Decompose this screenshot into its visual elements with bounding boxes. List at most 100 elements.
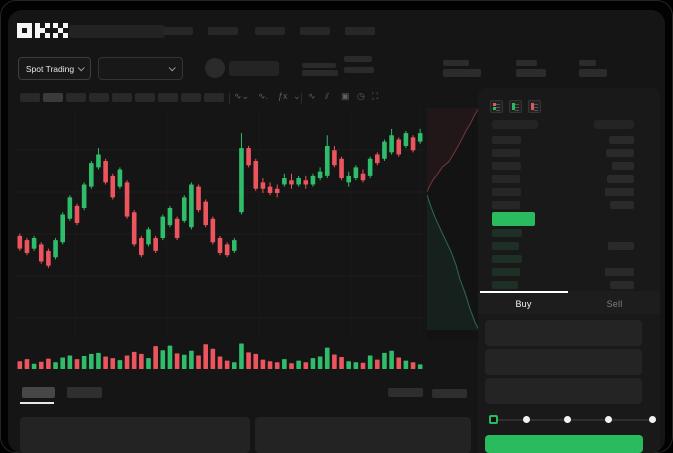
volume-bar xyxy=(210,348,216,369)
book-buy-side-icon[interactable] xyxy=(509,100,522,113)
okx-logo[interactable] xyxy=(17,23,68,38)
interval-chip[interactable] xyxy=(43,93,63,102)
candle xyxy=(117,169,123,187)
volume-bar xyxy=(139,353,144,369)
interval-chip[interactable] xyxy=(20,93,40,102)
interval-chip[interactable] xyxy=(66,93,86,102)
ask-row[interactable] xyxy=(478,201,660,209)
candle xyxy=(346,175,351,183)
ask-row[interactable] xyxy=(478,136,660,144)
ruler-icon[interactable]: ⫽ xyxy=(325,91,330,101)
price-placeholder xyxy=(492,255,522,263)
slider-stop[interactable] xyxy=(523,416,530,423)
slider-track[interactable] xyxy=(492,419,656,421)
slider-handle[interactable] xyxy=(489,415,498,424)
last-price-label-placeholder xyxy=(302,63,336,68)
last-price-highlight[interactable] xyxy=(492,212,535,226)
volume-bar xyxy=(310,358,316,369)
volume-bar xyxy=(303,362,309,369)
stat-label-placeholder xyxy=(516,60,537,66)
nav-item-placeholder[interactable] xyxy=(163,27,193,35)
indicator-wave-dropdown-icon[interactable]: ∿⌄ xyxy=(234,91,250,101)
book-both-sides-icon[interactable] xyxy=(490,100,503,113)
logo-glyph xyxy=(53,23,68,38)
bottom-bar-control-placeholder[interactable] xyxy=(432,389,467,398)
volume-bar xyxy=(339,357,344,369)
ask-row[interactable] xyxy=(478,149,660,157)
interval-chip[interactable] xyxy=(135,93,155,102)
nav-item-placeholder[interactable] xyxy=(255,27,285,35)
price-input[interactable] xyxy=(485,320,642,346)
volume-bar xyxy=(324,347,330,369)
coin-avatar[interactable] xyxy=(205,58,225,78)
chevron-down-icon[interactable]: ⌄ xyxy=(293,91,301,101)
market-type-button[interactable]: Spot Trading xyxy=(18,57,91,80)
candle xyxy=(389,135,394,153)
amount-placeholder xyxy=(606,149,634,157)
volume-bar xyxy=(296,360,301,369)
ask-row[interactable] xyxy=(478,175,660,183)
candlestick-chart[interactable] xyxy=(15,108,425,337)
bid-row[interactable] xyxy=(478,229,660,237)
bid-row[interactable] xyxy=(478,255,660,263)
buy-submit-button[interactable] xyxy=(485,435,643,453)
order-history-tab[interactable] xyxy=(67,387,102,398)
depth-chart[interactable] xyxy=(427,108,479,340)
bid-row[interactable] xyxy=(478,242,660,250)
candle xyxy=(246,148,251,166)
volume-bar xyxy=(217,356,223,369)
fullscreen-icon[interactable]: ⛶ xyxy=(372,91,379,101)
slider-stop[interactable] xyxy=(605,416,612,423)
price-placeholder xyxy=(492,188,521,196)
amount-percent-slider[interactable] xyxy=(478,415,660,428)
price-placeholder xyxy=(492,281,518,289)
total-input[interactable] xyxy=(485,378,642,404)
nav-item-placeholder[interactable] xyxy=(345,27,375,35)
candle xyxy=(24,240,30,253)
interval-chip[interactable] xyxy=(112,93,132,102)
nav-item-placeholder[interactable] xyxy=(300,27,330,35)
orders-tab-active[interactable] xyxy=(22,387,55,398)
volume-bar xyxy=(410,362,416,369)
volume-bar xyxy=(367,355,373,369)
ask-row[interactable] xyxy=(478,162,660,170)
volume-bar xyxy=(267,361,273,369)
interval-chip[interactable] xyxy=(158,93,178,102)
volume-bar xyxy=(332,354,337,369)
volume-bar xyxy=(196,355,201,369)
fx-functions-icon[interactable]: ƒx xyxy=(278,91,288,101)
interval-chip[interactable] xyxy=(204,93,224,102)
volume-bar xyxy=(317,356,323,369)
volume-chart[interactable] xyxy=(15,341,425,371)
search-input[interactable] xyxy=(69,25,165,38)
slider-stop[interactable] xyxy=(649,416,656,423)
ask-row[interactable] xyxy=(478,188,660,196)
candle xyxy=(110,175,116,198)
volume-bar xyxy=(167,345,173,369)
clock-icon[interactable]: ◷ xyxy=(357,91,365,101)
line-chart-icon[interactable]: ∿ xyxy=(308,91,316,101)
candle xyxy=(224,244,230,256)
interval-chip[interactable] xyxy=(89,93,109,102)
buy-tab[interactable]: Buy xyxy=(515,299,532,309)
sell-tab[interactable]: Sell xyxy=(606,299,623,309)
candle xyxy=(124,182,130,217)
logo-glyph xyxy=(35,23,50,38)
indicator-wave-icon[interactable]: ∿. xyxy=(258,91,269,101)
volume-bar xyxy=(246,352,251,369)
candle xyxy=(89,163,94,187)
slider-stop[interactable] xyxy=(564,416,571,423)
pair-selector-dropdown[interactable] xyxy=(98,57,183,80)
stat-value-placeholder xyxy=(516,69,546,77)
camera-icon[interactable]: ▣ xyxy=(341,91,350,101)
volume-bar xyxy=(174,353,180,369)
bottom-bar-control-placeholder[interactable] xyxy=(388,388,423,397)
bid-row[interactable] xyxy=(478,281,660,289)
nav-item-placeholder[interactable] xyxy=(208,27,238,35)
chart-toolbar: ∿⌄ ∿. ƒx ⌄ ∿ ⫽ ▣ ◷ ⛶ xyxy=(8,91,665,105)
amount-input[interactable] xyxy=(485,349,642,375)
book-sell-side-icon[interactable] xyxy=(528,100,541,113)
bid-row[interactable] xyxy=(478,268,660,276)
volume-bar xyxy=(124,355,130,369)
interval-chip[interactable] xyxy=(181,93,201,102)
